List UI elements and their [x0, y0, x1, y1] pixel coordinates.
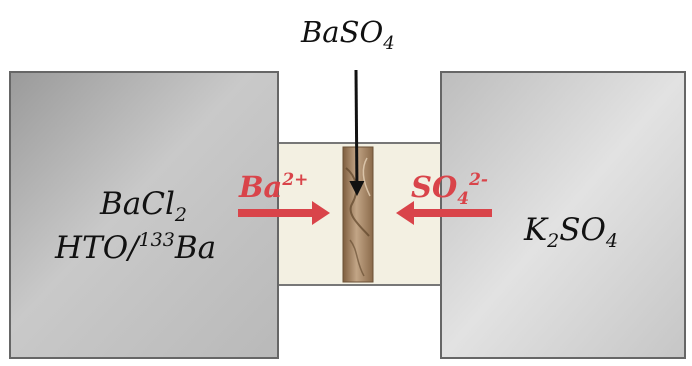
- left-reservoir: [9, 71, 279, 359]
- cation-arrow: [238, 201, 330, 225]
- right-reservoir-label: K2SO4: [523, 212, 618, 252]
- pointer-arrow: [349, 69, 365, 196]
- left-reservoir-line1: BaCl2: [99, 186, 187, 226]
- anion-label: SO42-: [411, 170, 488, 209]
- left-reservoir-line2: HTO/133Ba: [54, 229, 216, 266]
- anion-arrow: [396, 201, 492, 225]
- barite-precipitate: [342, 146, 374, 283]
- cation-label: Ba2+: [238, 170, 308, 204]
- precipitate-title: BaSO4: [300, 15, 395, 54]
